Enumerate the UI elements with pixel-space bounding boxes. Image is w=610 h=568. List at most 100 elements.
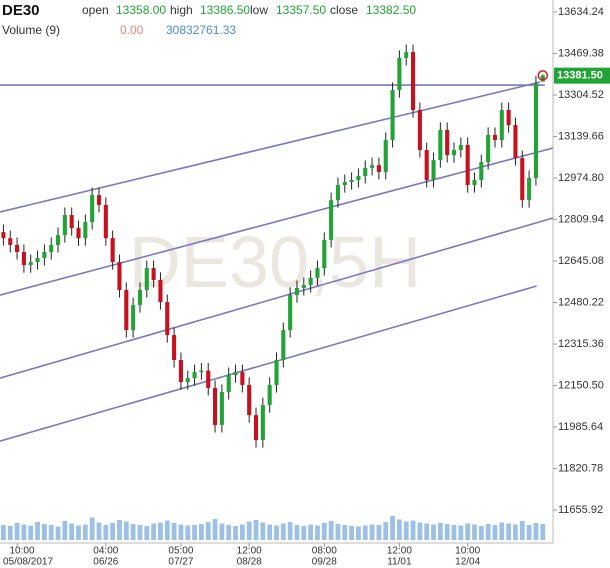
volume-bar (301, 526, 307, 540)
candle-body (335, 185, 340, 201)
volume-title: Volume (9) (2, 23, 60, 37)
volume-bar (274, 525, 279, 540)
x-tick-label: 08:00 (312, 546, 337, 557)
volume-bar (321, 523, 327, 540)
volume-bar (76, 525, 81, 540)
candle-body (424, 150, 429, 180)
volume-bar (103, 525, 109, 540)
volume-bar (390, 516, 395, 540)
candle-body (49, 244, 54, 252)
volume-bar (96, 522, 102, 540)
volume-bar (253, 520, 259, 540)
volume-bar (267, 524, 273, 540)
y-tick-label: 13469.38 (558, 47, 604, 59)
x-tick-date: 09/28 (312, 557, 337, 568)
candle-body (465, 145, 470, 186)
volume-bar (212, 519, 218, 540)
candle-body (226, 375, 231, 392)
candle-body (117, 262, 122, 291)
candle-body (206, 370, 211, 388)
volume-bar (130, 524, 136, 540)
candle-body (506, 110, 511, 126)
candle-body (527, 177, 532, 201)
volume-bar (499, 522, 505, 540)
y-tick-label: 12480.22 (558, 296, 604, 308)
candle-body (260, 405, 265, 441)
candle-body (404, 52, 409, 58)
volume-bar (14, 523, 20, 540)
volume-bar (492, 525, 498, 540)
volume-bar (151, 523, 157, 540)
candle-body (301, 284, 306, 288)
candle-body (192, 372, 197, 379)
volume-bar (294, 525, 300, 540)
candle-body (472, 180, 477, 186)
candle-body (137, 290, 143, 306)
volume-bar (451, 525, 457, 540)
volume-bar (199, 524, 204, 540)
candle-body (479, 162, 484, 180)
volume-bar (431, 524, 436, 540)
x-tick-date: 12/04 (455, 557, 480, 568)
volume-bar (519, 521, 525, 540)
volume-bar (226, 525, 232, 540)
trend-line (0, 147, 554, 296)
volume-value: 0.00 (120, 23, 144, 37)
volume-bar (178, 524, 184, 540)
volume-bar (137, 525, 143, 540)
volume-bar (144, 526, 150, 540)
candle-body (178, 360, 183, 383)
x-tick-label: 04:00 (93, 546, 118, 557)
volume-bar (308, 524, 314, 540)
y-tick-label: 13304.52 (558, 89, 604, 101)
candle-body (363, 167, 368, 176)
volume-bar (349, 526, 354, 540)
candle-body (124, 290, 129, 331)
candle-body (28, 262, 33, 266)
candle-body (219, 391, 224, 425)
volume-bar (117, 520, 122, 540)
candle-body (376, 165, 381, 172)
volume-bar (396, 519, 402, 540)
volume-bar (369, 524, 375, 540)
volume-bar (540, 524, 546, 540)
candle-body (21, 252, 26, 266)
volume-bar (513, 524, 518, 540)
header-field-name: close (330, 3, 358, 17)
candle-body (233, 372, 238, 376)
trend-line (0, 217, 554, 379)
trend-line (0, 81, 541, 213)
candle-body (458, 145, 463, 151)
candle-body (267, 384, 272, 406)
x-tick-date: 06/26 (93, 557, 118, 568)
candle-body (410, 52, 416, 111)
candle-body (15, 244, 20, 252)
header-field-value: 13386.50 (200, 3, 250, 17)
candle-body (96, 195, 102, 205)
candle-body (69, 214, 74, 229)
candle-body (42, 252, 47, 259)
volume-bar (342, 525, 348, 540)
x-tick-date: 08/28 (237, 557, 262, 568)
candle-body (390, 90, 395, 140)
volume-bar (506, 523, 512, 540)
trend-line (0, 285, 537, 442)
volume-bar (362, 525, 368, 540)
volume-bar (485, 524, 491, 540)
x-tick-label: 12:00 (237, 546, 262, 557)
candle-body (144, 268, 149, 291)
volume-bar (21, 524, 27, 540)
candle-body (492, 134, 498, 140)
volume-bar (158, 522, 163, 540)
x-tick-label: 05:00 (168, 546, 193, 557)
candle-body (349, 180, 354, 183)
header-field-name: open (82, 3, 109, 17)
volume-bar (403, 521, 409, 540)
last-point-marker (537, 70, 549, 81)
volume-bar (328, 521, 334, 540)
volume-bar (205, 522, 211, 540)
volume-bar (526, 525, 532, 540)
candle-body (445, 129, 450, 156)
volume-bar (533, 523, 539, 540)
volume-bar (458, 525, 464, 540)
